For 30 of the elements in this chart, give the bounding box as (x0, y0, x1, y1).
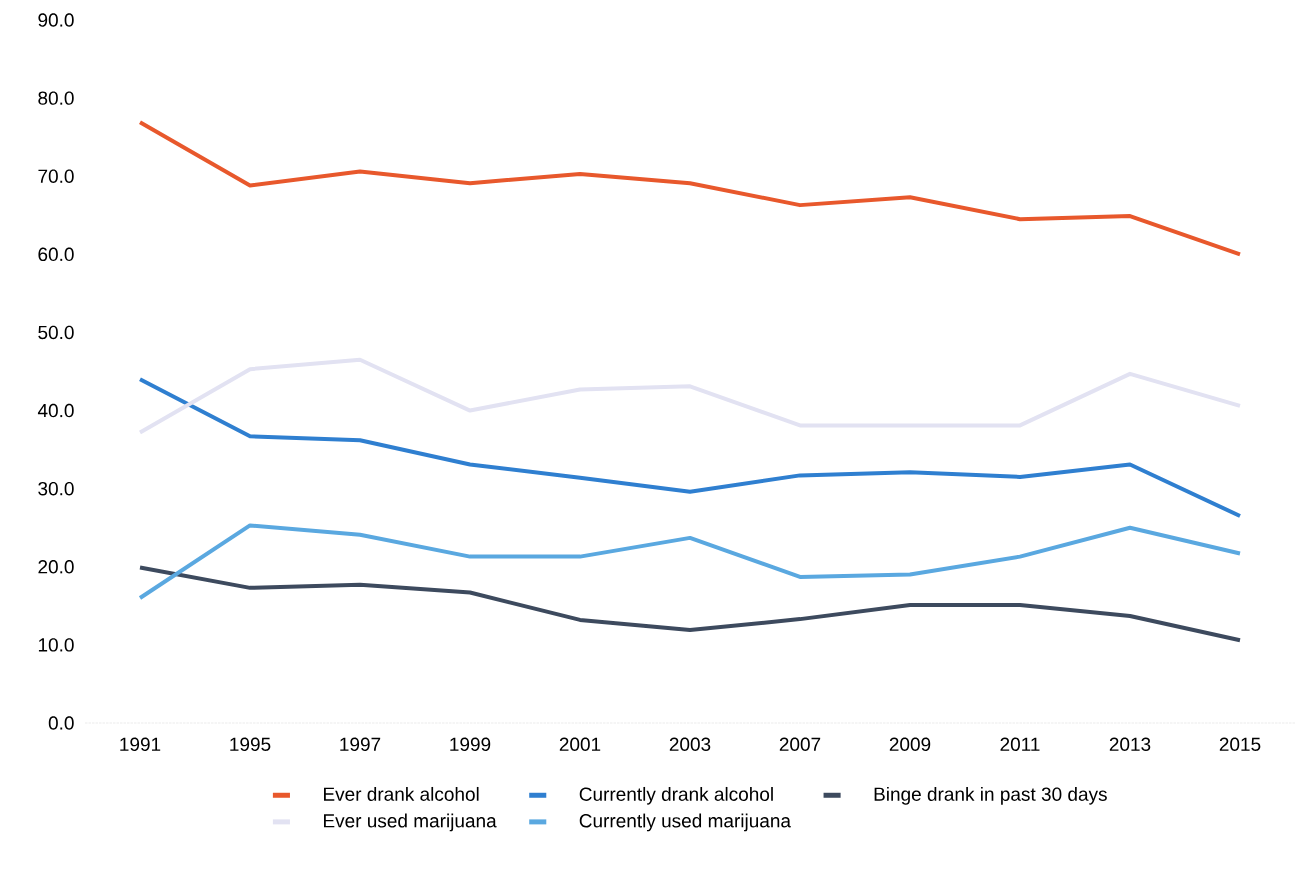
y-tick-label: 10.0 (38, 638, 74, 652)
legend-label: Currently drank alcohol (579, 786, 773, 805)
line-series (138, 120, 1242, 257)
x-tick-label: 2009 (889, 737, 931, 751)
line-series (138, 565, 1242, 643)
y-tick-label: 70.0 (38, 169, 74, 183)
y-tick-label: 50.0 (38, 325, 74, 340)
x-tick-label: 1991 (120, 737, 161, 751)
legend-label: Binge drank in past 30 days (874, 786, 1107, 805)
y-tick-label: 0.0 (48, 716, 74, 730)
y-tick-label: 20.0 (38, 560, 74, 574)
x-tick-label: 2013 (1109, 737, 1151, 751)
y-tick-label: 80.0 (38, 91, 74, 105)
x-tick-label: 1995 (230, 737, 271, 751)
line-series (138, 523, 1242, 601)
y-tick-label: 30.0 (38, 481, 74, 496)
x-tick-label: 2003 (669, 737, 711, 751)
legend-label: Ever used marijuana (324, 813, 497, 832)
x-tick-label: 2011 (1000, 737, 1040, 751)
x-tick-label: 1997 (340, 737, 381, 751)
legend-label: Ever drank alcohol (324, 786, 479, 801)
y-tick-label: 60.0 (38, 247, 74, 262)
line-series (138, 377, 1242, 519)
y-tick-label: 90.0 (38, 13, 74, 27)
x-tick-label: 2015 (1219, 737, 1261, 751)
legend-label: Currently used marijuana (579, 813, 791, 832)
y-tick-label: 40.0 (37, 403, 74, 418)
x-tick-label: 2007 (779, 737, 821, 751)
x-tick-label: 1999 (450, 737, 491, 751)
x-tick-label: 2001 (559, 737, 601, 751)
